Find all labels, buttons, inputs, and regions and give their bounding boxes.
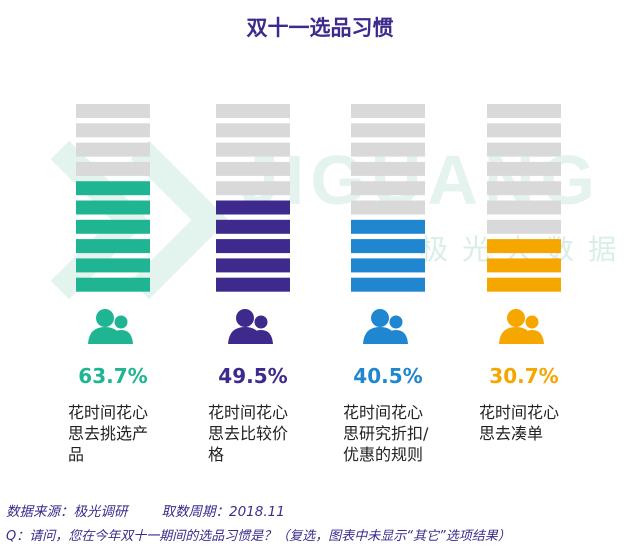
bar-segment (487, 123, 561, 138)
bar-segment (351, 181, 425, 196)
bar-segment (487, 104, 561, 118)
bar-segment (487, 258, 561, 273)
bar-segment (216, 104, 290, 118)
bar-segment (76, 142, 150, 157)
survey-question: Q：请问，您在今年双十一期间的选品习惯是？（复选，图表中未显示“其它”选项结果） (6, 529, 511, 544)
bar-segment (216, 123, 290, 138)
bar-segment (351, 161, 425, 176)
bar-segment (76, 219, 150, 234)
category-label: 花时间花心 思研究折扣/优惠的规则 (343, 403, 429, 464)
bar-segment (76, 123, 150, 138)
bar-column-4 (487, 104, 561, 292)
bar-segment (487, 161, 561, 176)
bar-segment (351, 219, 425, 234)
bar-segment (487, 200, 561, 215)
bar-segment (487, 142, 561, 157)
bar-segment (487, 181, 561, 196)
bar-segment (351, 104, 425, 118)
bar-segment (216, 219, 290, 234)
bar-segment (216, 181, 290, 196)
bar-column-1 (76, 104, 150, 292)
value-label: 40.5% (353, 364, 423, 388)
period-text: 取数周期：2018.11 (161, 504, 285, 520)
bar-segment (76, 258, 150, 273)
value-label: 49.5% (218, 364, 288, 388)
category-label: 花时间花心 思去挑选产品 (68, 403, 149, 464)
category-label: 花时间花心 思去比较价格 (208, 403, 289, 464)
users-icon (88, 309, 133, 344)
bar-column-3 (351, 104, 425, 292)
bar-segment (351, 239, 425, 254)
category-label: 花时间花心 思去凑单 (479, 403, 560, 443)
bar-segment (216, 258, 290, 273)
bar-column-2 (216, 104, 290, 292)
bar-segment (216, 277, 290, 292)
bar-segment (351, 200, 425, 215)
bar-segment (487, 219, 561, 234)
bar-segment (487, 239, 561, 254)
bar-segment (216, 142, 290, 157)
bar-segment (76, 277, 150, 292)
users-icon (499, 309, 544, 344)
chart-title: 双十一选品习惯 (246, 16, 394, 40)
bar-segment (351, 142, 425, 157)
bar-segment (487, 277, 561, 292)
source-note: 数据来源：极光调研 取数周期：2018.11 (6, 500, 285, 520)
users-icon (228, 309, 273, 344)
bar-segment (76, 161, 150, 176)
bar-segment (76, 104, 150, 118)
bar-segment (351, 277, 425, 292)
bar-segment (351, 123, 425, 138)
source-text: 数据来源：极光调研 (6, 504, 128, 520)
bar-segment (216, 161, 290, 176)
bar-segment (216, 200, 290, 215)
users-icon (363, 309, 408, 344)
bar-segment (76, 200, 150, 215)
bar-segment (76, 239, 150, 254)
bar-segment (76, 181, 150, 196)
bar-segment (216, 239, 290, 254)
value-label: 63.7% (78, 364, 148, 388)
bar-segment (351, 258, 425, 273)
value-label: 30.7% (489, 364, 559, 388)
